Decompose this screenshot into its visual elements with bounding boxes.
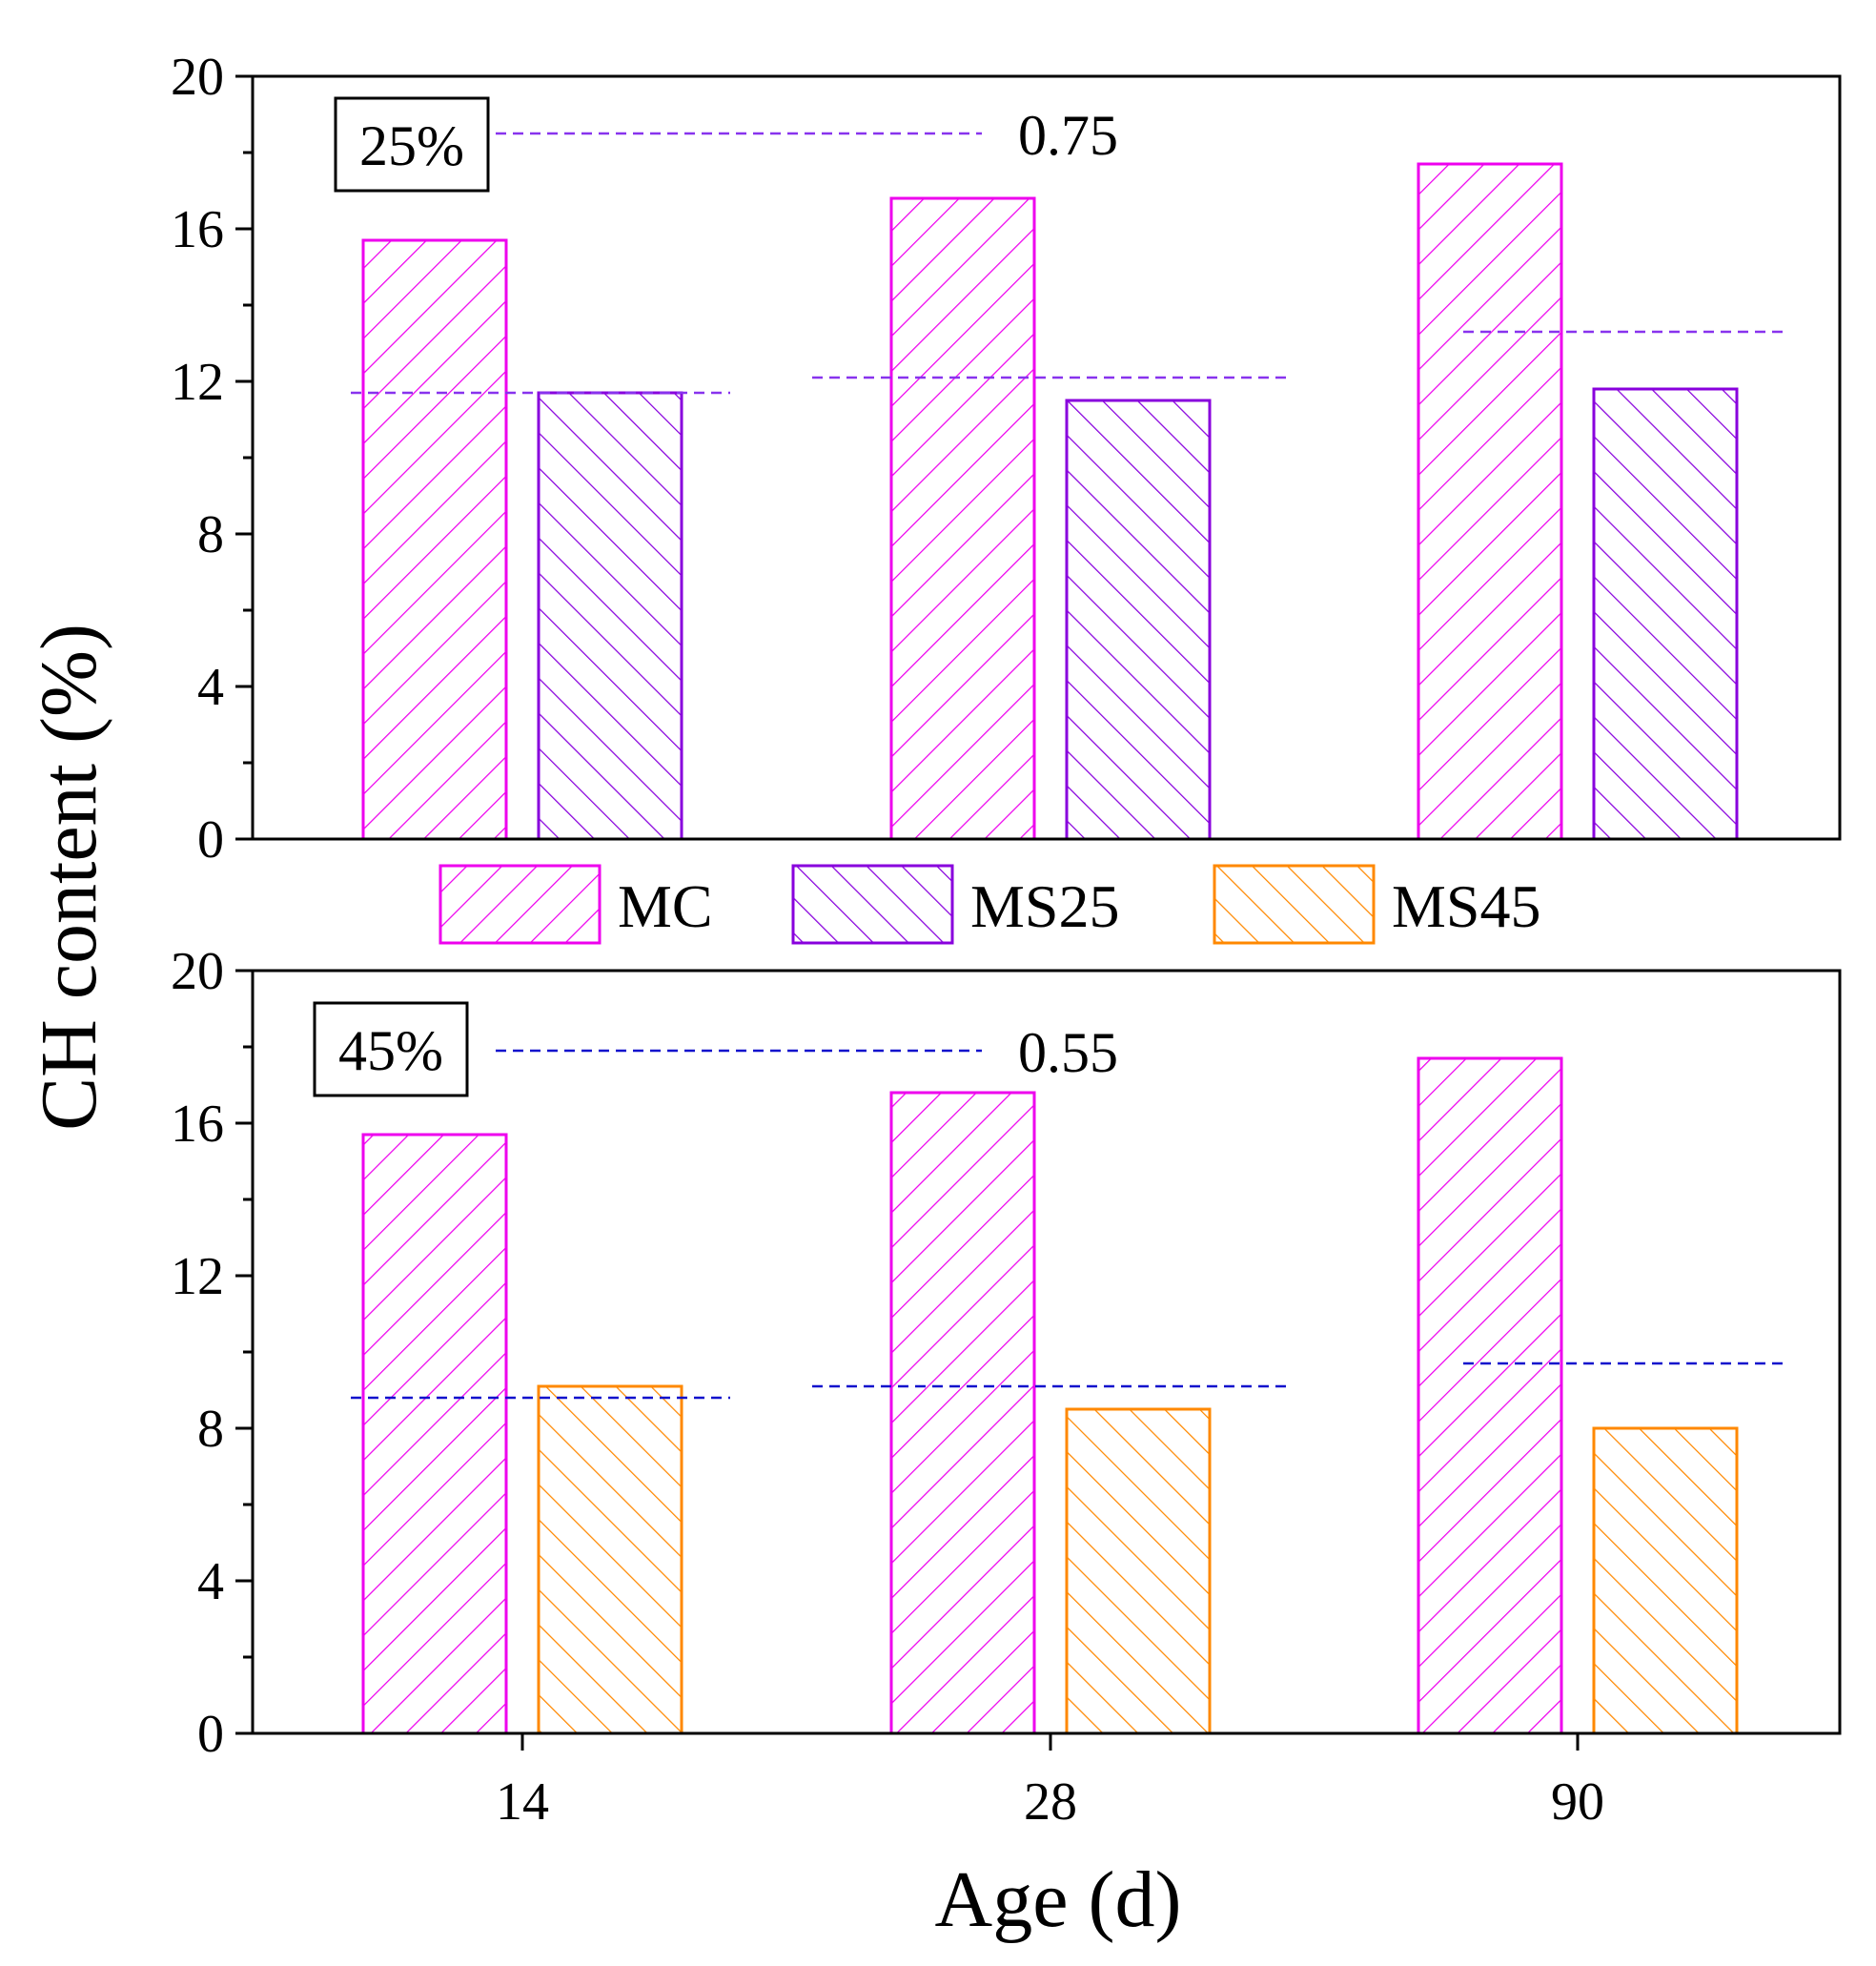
annotation-ratio-text: 0.55 (1018, 1021, 1118, 1084)
top-panel: 0.75 25% 0 4 8 12 16 20 (171, 48, 1842, 870)
bar-ms45-90 (1592, 1426, 1739, 1735)
bottom-panel: 0.55 45% 0 4 8 12 16 20 14 28 90 (171, 942, 1842, 1832)
bar-mc-14 (361, 1133, 508, 1735)
legend: MC MS25 MS45 (438, 864, 1541, 945)
legend-label-ms25: MS25 (970, 872, 1120, 940)
bar-mc-90 (1417, 1056, 1563, 1735)
bar-mc-28 (889, 1091, 1036, 1735)
panel-label-text: 25% (359, 114, 464, 177)
bar-ms25-28 (1065, 399, 1212, 841)
x-tick-label: 14 (496, 1772, 549, 1832)
legend-swatch-ms45 (1213, 864, 1376, 945)
panel-label-box (334, 96, 490, 193)
bar-mc-90 (1417, 162, 1563, 841)
y-axis-title: CH content (%) (25, 624, 113, 1131)
bar-mc-28 (889, 196, 1036, 841)
panel-label-box (313, 1001, 469, 1097)
x-tick-label: 90 (1551, 1772, 1604, 1832)
legend-label-mc: MC (618, 872, 713, 940)
y-tick-label: 0 (197, 1705, 224, 1764)
legend-label-ms45: MS45 (1392, 872, 1541, 940)
bar-ms45-28 (1065, 1407, 1212, 1735)
y-tick-label: 4 (197, 658, 224, 717)
y-tick-label: 16 (171, 200, 224, 259)
panel-label-text: 45% (338, 1019, 443, 1082)
bar-ms25-90 (1592, 387, 1739, 841)
y-tick-label: 12 (171, 1247, 224, 1306)
x-axis-title: Age (d) (935, 1855, 1182, 1944)
legend-swatch-ms25 (791, 864, 954, 945)
y-tick-label: 12 (171, 353, 224, 412)
y-tick-label: 8 (197, 1400, 224, 1459)
bar-mc-14 (361, 238, 508, 841)
legend-item-ms45: MS45 (1213, 864, 1541, 945)
y-tick-label: 20 (171, 48, 224, 107)
y-tick-label: 16 (171, 1095, 224, 1154)
x-tick-label: 28 (1024, 1772, 1077, 1832)
y-tick-label: 4 (197, 1552, 224, 1611)
bar-ms45-14 (537, 1384, 683, 1735)
legend-item-ms25: MS25 (791, 864, 1120, 945)
y-tick-label: 0 (197, 810, 224, 870)
annotation-ratio-text: 0.75 (1018, 104, 1118, 167)
y-tick-label: 8 (197, 505, 224, 564)
bar-ms25-14 (537, 391, 683, 841)
legend-swatch-mc (438, 864, 602, 945)
y-tick-label: 20 (171, 942, 224, 1001)
legend-item-mc: MC (438, 864, 713, 945)
